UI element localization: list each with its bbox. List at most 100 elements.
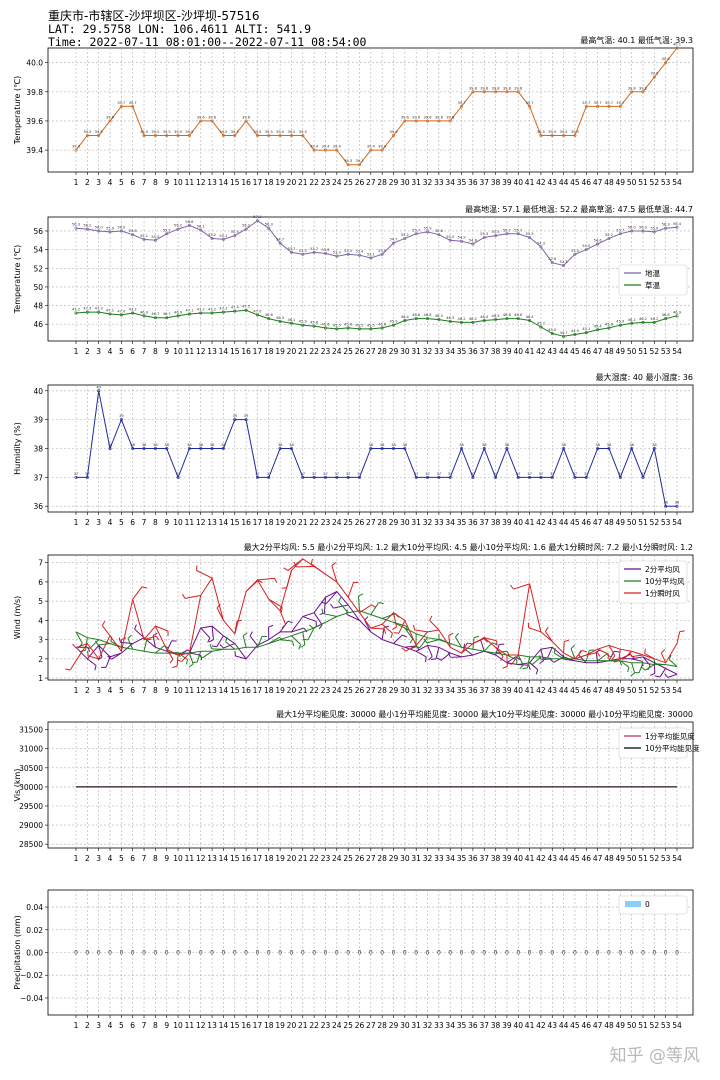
data-point — [460, 446, 464, 450]
wind-barb-flag — [564, 639, 570, 643]
x-tick-label: 1 — [74, 854, 79, 863]
wind-barb — [89, 639, 100, 649]
x-tick-label: 3 — [96, 347, 101, 356]
x-tick-label: 5 — [119, 178, 124, 187]
data-point — [267, 475, 271, 479]
x-tick-label: 8 — [153, 1021, 158, 1030]
data-point — [652, 320, 656, 324]
x-tick-label: 28 — [377, 1021, 387, 1030]
data-point — [210, 446, 214, 450]
data-label: 0 — [346, 950, 350, 957]
data-label: 55.7 — [163, 228, 171, 232]
wind-barb — [660, 652, 667, 663]
data-label: 0 — [414, 950, 418, 957]
wind-barb — [196, 650, 202, 663]
data-point — [618, 232, 622, 236]
wind-barb-flag — [630, 672, 635, 677]
data-label: 45.9 — [616, 320, 625, 324]
x-tick-label: 26 — [355, 854, 365, 863]
data-point — [505, 317, 509, 321]
data-label: 39.8 — [492, 86, 501, 90]
data-label: 38 — [130, 443, 135, 447]
x-tick-label: 24 — [332, 518, 342, 527]
data-label: 47.3 — [83, 307, 91, 311]
data-point — [278, 319, 282, 323]
data-label: 39.6 — [435, 115, 444, 119]
data-label: 36 — [675, 501, 680, 505]
data-point — [346, 475, 350, 479]
wind-barb-flag — [411, 646, 417, 649]
x-tick-label: 32 — [423, 347, 433, 356]
data-label: 39.5 — [390, 130, 398, 134]
stats-text: 最大湿度: 40 最小湿度: 36 — [596, 372, 693, 382]
x-tick-label: 13 — [207, 686, 217, 695]
data-point — [233, 234, 237, 238]
data-label: 39.8 — [469, 86, 478, 90]
y-tick-label: −0.02 — [20, 971, 43, 980]
wind-barb — [429, 620, 440, 631]
wind-barb-flag — [409, 638, 414, 644]
x-tick-label: 3 — [96, 854, 101, 863]
y-tick-label: 39 — [33, 416, 43, 425]
data-point — [278, 134, 282, 138]
wind-barb-flag — [549, 658, 555, 663]
wind-barb-flag — [539, 660, 544, 664]
x-tick-label: 14 — [219, 854, 229, 863]
wind-barb-flag — [473, 635, 480, 639]
data-point — [652, 230, 656, 234]
wind-barb-flag — [293, 562, 297, 568]
y-tick-label: 29500 — [19, 802, 43, 811]
data-label: 39.6 — [208, 115, 217, 119]
x-tick-label: 40 — [513, 178, 523, 187]
wind-barb — [359, 604, 373, 614]
data-label: 37 — [437, 472, 442, 476]
data-point — [584, 331, 588, 335]
wind-barb — [291, 635, 302, 646]
x-tick-label: 39 — [502, 347, 512, 356]
data-point — [74, 226, 78, 230]
data-point — [153, 446, 157, 450]
wind-barb-flag — [152, 632, 158, 637]
x-tick-label: 36 — [468, 854, 478, 863]
data-label: 0 — [97, 950, 101, 957]
x-tick-label: 42 — [536, 347, 546, 356]
data-label: 45.8 — [310, 321, 319, 325]
x-tick-label: 17 — [253, 178, 263, 187]
wind-barb — [381, 613, 396, 619]
data-point — [142, 134, 146, 138]
data-point — [618, 475, 622, 479]
wind-barb — [404, 627, 414, 640]
data-label: 45.5 — [355, 323, 363, 327]
data-label: 53.5 — [378, 249, 386, 253]
x-tick-label: 4 — [108, 1021, 113, 1030]
data-label: 39 — [119, 414, 124, 418]
x-tick-label: 16 — [241, 686, 251, 695]
data-point — [426, 317, 430, 321]
wind-barb-flag — [614, 650, 620, 653]
y-axis-label: Temperature (℃) — [13, 76, 22, 145]
wind-barb — [426, 639, 439, 644]
wind-barb — [323, 597, 326, 614]
data-label: 55.6 — [129, 229, 138, 233]
data-point — [267, 134, 271, 138]
data-label: 56.2 — [174, 224, 182, 228]
data-label: 0 — [562, 950, 566, 957]
data-point — [199, 446, 203, 450]
wind-barb — [454, 636, 462, 648]
x-tick-label: 25 — [343, 347, 353, 356]
x-tick-label: 12 — [196, 1021, 206, 1030]
y-tick-label: 39.8 — [26, 88, 43, 97]
wind-barb — [532, 656, 542, 665]
y-tick-label: 48 — [33, 302, 43, 311]
data-label: 56.0 — [117, 225, 126, 229]
x-tick-label: 25 — [343, 1021, 353, 1030]
wind-barb — [211, 626, 214, 640]
wind-barb-flag — [176, 659, 182, 663]
data-point — [244, 119, 248, 123]
data-label: 37 — [527, 472, 532, 476]
data-point — [255, 313, 259, 317]
data-label: 38 — [652, 443, 657, 447]
data-point — [108, 119, 112, 123]
x-tick-label: 52 — [650, 518, 660, 527]
data-point — [437, 475, 441, 479]
